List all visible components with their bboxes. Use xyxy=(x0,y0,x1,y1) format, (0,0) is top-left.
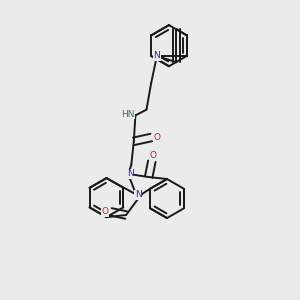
Text: HN: HN xyxy=(121,110,134,118)
Text: O: O xyxy=(153,133,161,142)
Text: N: N xyxy=(154,51,160,60)
Text: O: O xyxy=(102,207,109,216)
Text: N: N xyxy=(127,169,134,178)
Text: N: N xyxy=(135,190,142,199)
Text: O: O xyxy=(150,151,157,160)
